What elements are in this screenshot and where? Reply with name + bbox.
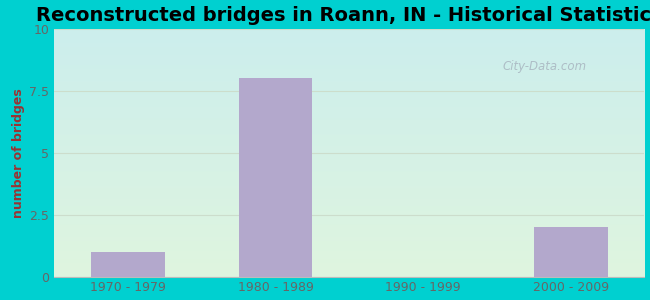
Y-axis label: number of bridges: number of bridges bbox=[12, 88, 25, 218]
Bar bbox=[239, 78, 313, 277]
Bar bbox=[534, 227, 608, 277]
Bar bbox=[91, 252, 165, 277]
Title: Reconstructed bridges in Roann, IN - Historical Statistics: Reconstructed bridges in Roann, IN - His… bbox=[36, 6, 650, 25]
Text: City-Data.com: City-Data.com bbox=[502, 59, 586, 73]
